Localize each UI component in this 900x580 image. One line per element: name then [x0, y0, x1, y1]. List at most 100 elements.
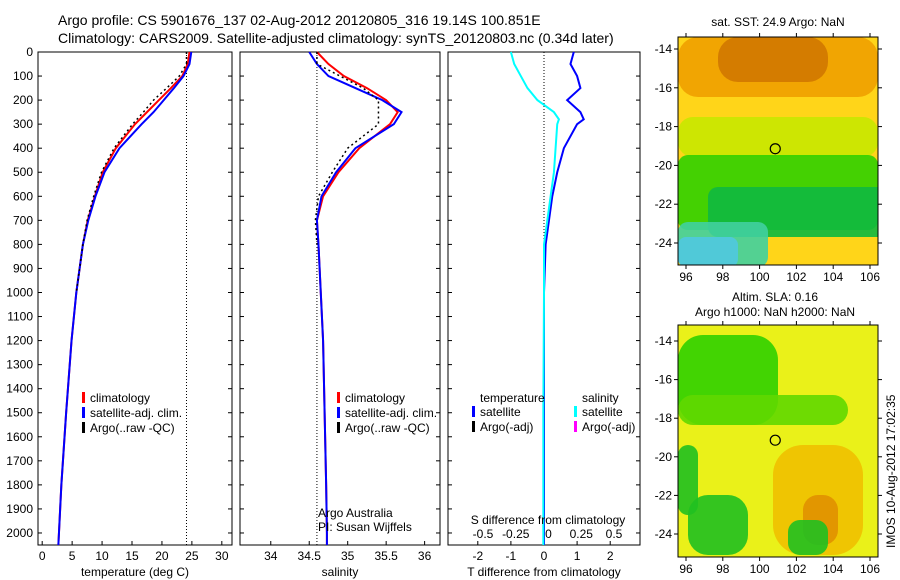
lat-tick-label: -24 [655, 527, 673, 541]
y-tick-label: 100 [13, 69, 33, 83]
y-tick-label: 1500 [6, 406, 33, 420]
temperature-frame [37, 51, 233, 546]
heatmap-patch [678, 117, 878, 157]
title-line1: Argo profile: CS 5901676_137 02-Aug-2012… [58, 12, 541, 28]
y-tick-label: 1900 [6, 502, 33, 516]
x2-axis-label: S difference from climatology [471, 513, 626, 527]
lat-tick-label: -22 [655, 488, 673, 502]
series-satellite-adj-clim- [57, 51, 193, 546]
y-tick-label: 400 [13, 141, 33, 155]
x2-tick-label: 0.5 [606, 527, 623, 541]
legend-label: satellite [480, 405, 521, 419]
x-tick-label: 35.5 [374, 549, 398, 563]
x-tick-label: 15 [125, 549, 139, 563]
series-satellite-adj-clim- [308, 51, 403, 545]
lon-tick-label: 100 [750, 270, 770, 284]
heatmap-patch [678, 445, 698, 515]
lon-tick-label: 98 [716, 562, 730, 576]
heatmap-field [678, 37, 878, 265]
lat-tick-label: -24 [655, 236, 673, 250]
sla-map-subtitle: Argo h1000: NaN h2000: NaN [695, 305, 855, 319]
lat-tick-label: -16 [655, 81, 673, 95]
x-tick-label: 0 [541, 549, 548, 563]
lon-tick-label: 106 [860, 562, 880, 576]
legend-swatch [82, 407, 85, 418]
footer-timestamp: IMOS 10-Aug-2012 17:02:35 [884, 394, 898, 548]
y-tick-label: 500 [13, 165, 33, 179]
lat-tick-label: -20 [655, 450, 673, 464]
y-tick-label: 200 [13, 93, 33, 107]
y-tick-label: 0 [26, 45, 33, 59]
legend-swatch [574, 421, 577, 432]
y-tick-label: 1600 [6, 430, 33, 444]
legend-swatch [574, 406, 577, 417]
x-tick-label: -1 [506, 549, 517, 563]
legend-label: Argo(-adj) [582, 420, 635, 434]
y-tick-label: 1700 [6, 454, 33, 468]
salinity-frame [239, 51, 441, 546]
x-axis-label: T difference from climatology [467, 565, 621, 579]
lon-tick-label: 96 [679, 270, 693, 284]
y-tick-label: 300 [13, 117, 33, 131]
x-tick-label: 5 [69, 549, 76, 563]
legend-swatch [82, 392, 85, 403]
y-tick-label: 800 [13, 237, 33, 251]
argo-location-marker [769, 434, 781, 446]
legend-label: satellite-adj. clim. [345, 406, 437, 420]
x2-tick-label: -0.5 [473, 527, 494, 541]
y-tick-label: 1100 [7, 310, 33, 324]
legend-swatch [472, 421, 475, 432]
x2-tick-label: 0.25 [570, 527, 594, 541]
legend-label: Argo(..raw -QC) [90, 421, 175, 435]
heatmap-patch [688, 495, 748, 555]
x-tick-label: 2 [607, 549, 614, 563]
lat-tick-label: -16 [655, 373, 673, 387]
legend-label: climatology [90, 391, 150, 405]
heatmap-patch [678, 395, 848, 425]
y-tick-label: 1300 [6, 358, 33, 372]
legend-label: Argo(..raw -QC) [345, 421, 430, 435]
x2-tick-label: -0.25 [502, 527, 530, 541]
x2-tick-label: 0 [545, 527, 552, 541]
argo-location-marker [769, 143, 781, 155]
x-tick-label: 34.5 [298, 549, 322, 563]
heatmap-patch [718, 37, 828, 82]
lat-tick-label: -20 [655, 158, 673, 172]
x-tick-label: 36 [418, 549, 432, 563]
lat-tick-label: -18 [655, 120, 673, 134]
lon-tick-label: 106 [860, 270, 880, 284]
legend-title: salinity [582, 391, 619, 405]
legend-swatch [337, 407, 340, 418]
lon-tick-label: 102 [786, 562, 806, 576]
lat-tick-label: -14 [655, 334, 673, 348]
series-s-satellite [509, 51, 561, 545]
y-tick-label: 1200 [6, 334, 33, 348]
sla-map [674, 321, 882, 561]
legend-swatch [337, 392, 340, 403]
series-argo-raw-qc- [314, 52, 380, 245]
x-tick-label: 34 [264, 549, 278, 563]
lon-tick-label: 100 [750, 562, 770, 576]
series-climatology [315, 51, 399, 545]
map-frame [677, 324, 879, 558]
x-tick-label: 20 [155, 549, 169, 563]
x-tick-label: 35 [341, 549, 355, 563]
heatmap-field [678, 325, 878, 557]
series-argo-raw-qc- [75, 52, 188, 293]
sst-map [674, 33, 882, 269]
y-tick-label: 1400 [6, 382, 33, 396]
x-axis-label: temperature (deg C) [81, 565, 189, 579]
legend-label: Argo(-adj) [480, 420, 533, 434]
y-tick-label: 1000 [6, 285, 33, 299]
legend-swatch [337, 422, 340, 433]
x-tick-label: 10 [95, 549, 109, 563]
legend-swatch [82, 422, 85, 433]
y-tick-label: 1800 [6, 478, 33, 492]
x-tick-label: 25 [185, 549, 199, 563]
legend-title: temperature [480, 391, 545, 405]
legend-swatch [472, 406, 475, 417]
sst-map-title: sat. SST: 24.9 Argo: NaN [711, 15, 844, 29]
lon-tick-label: 96 [679, 562, 693, 576]
lat-tick-label: -18 [655, 411, 673, 425]
